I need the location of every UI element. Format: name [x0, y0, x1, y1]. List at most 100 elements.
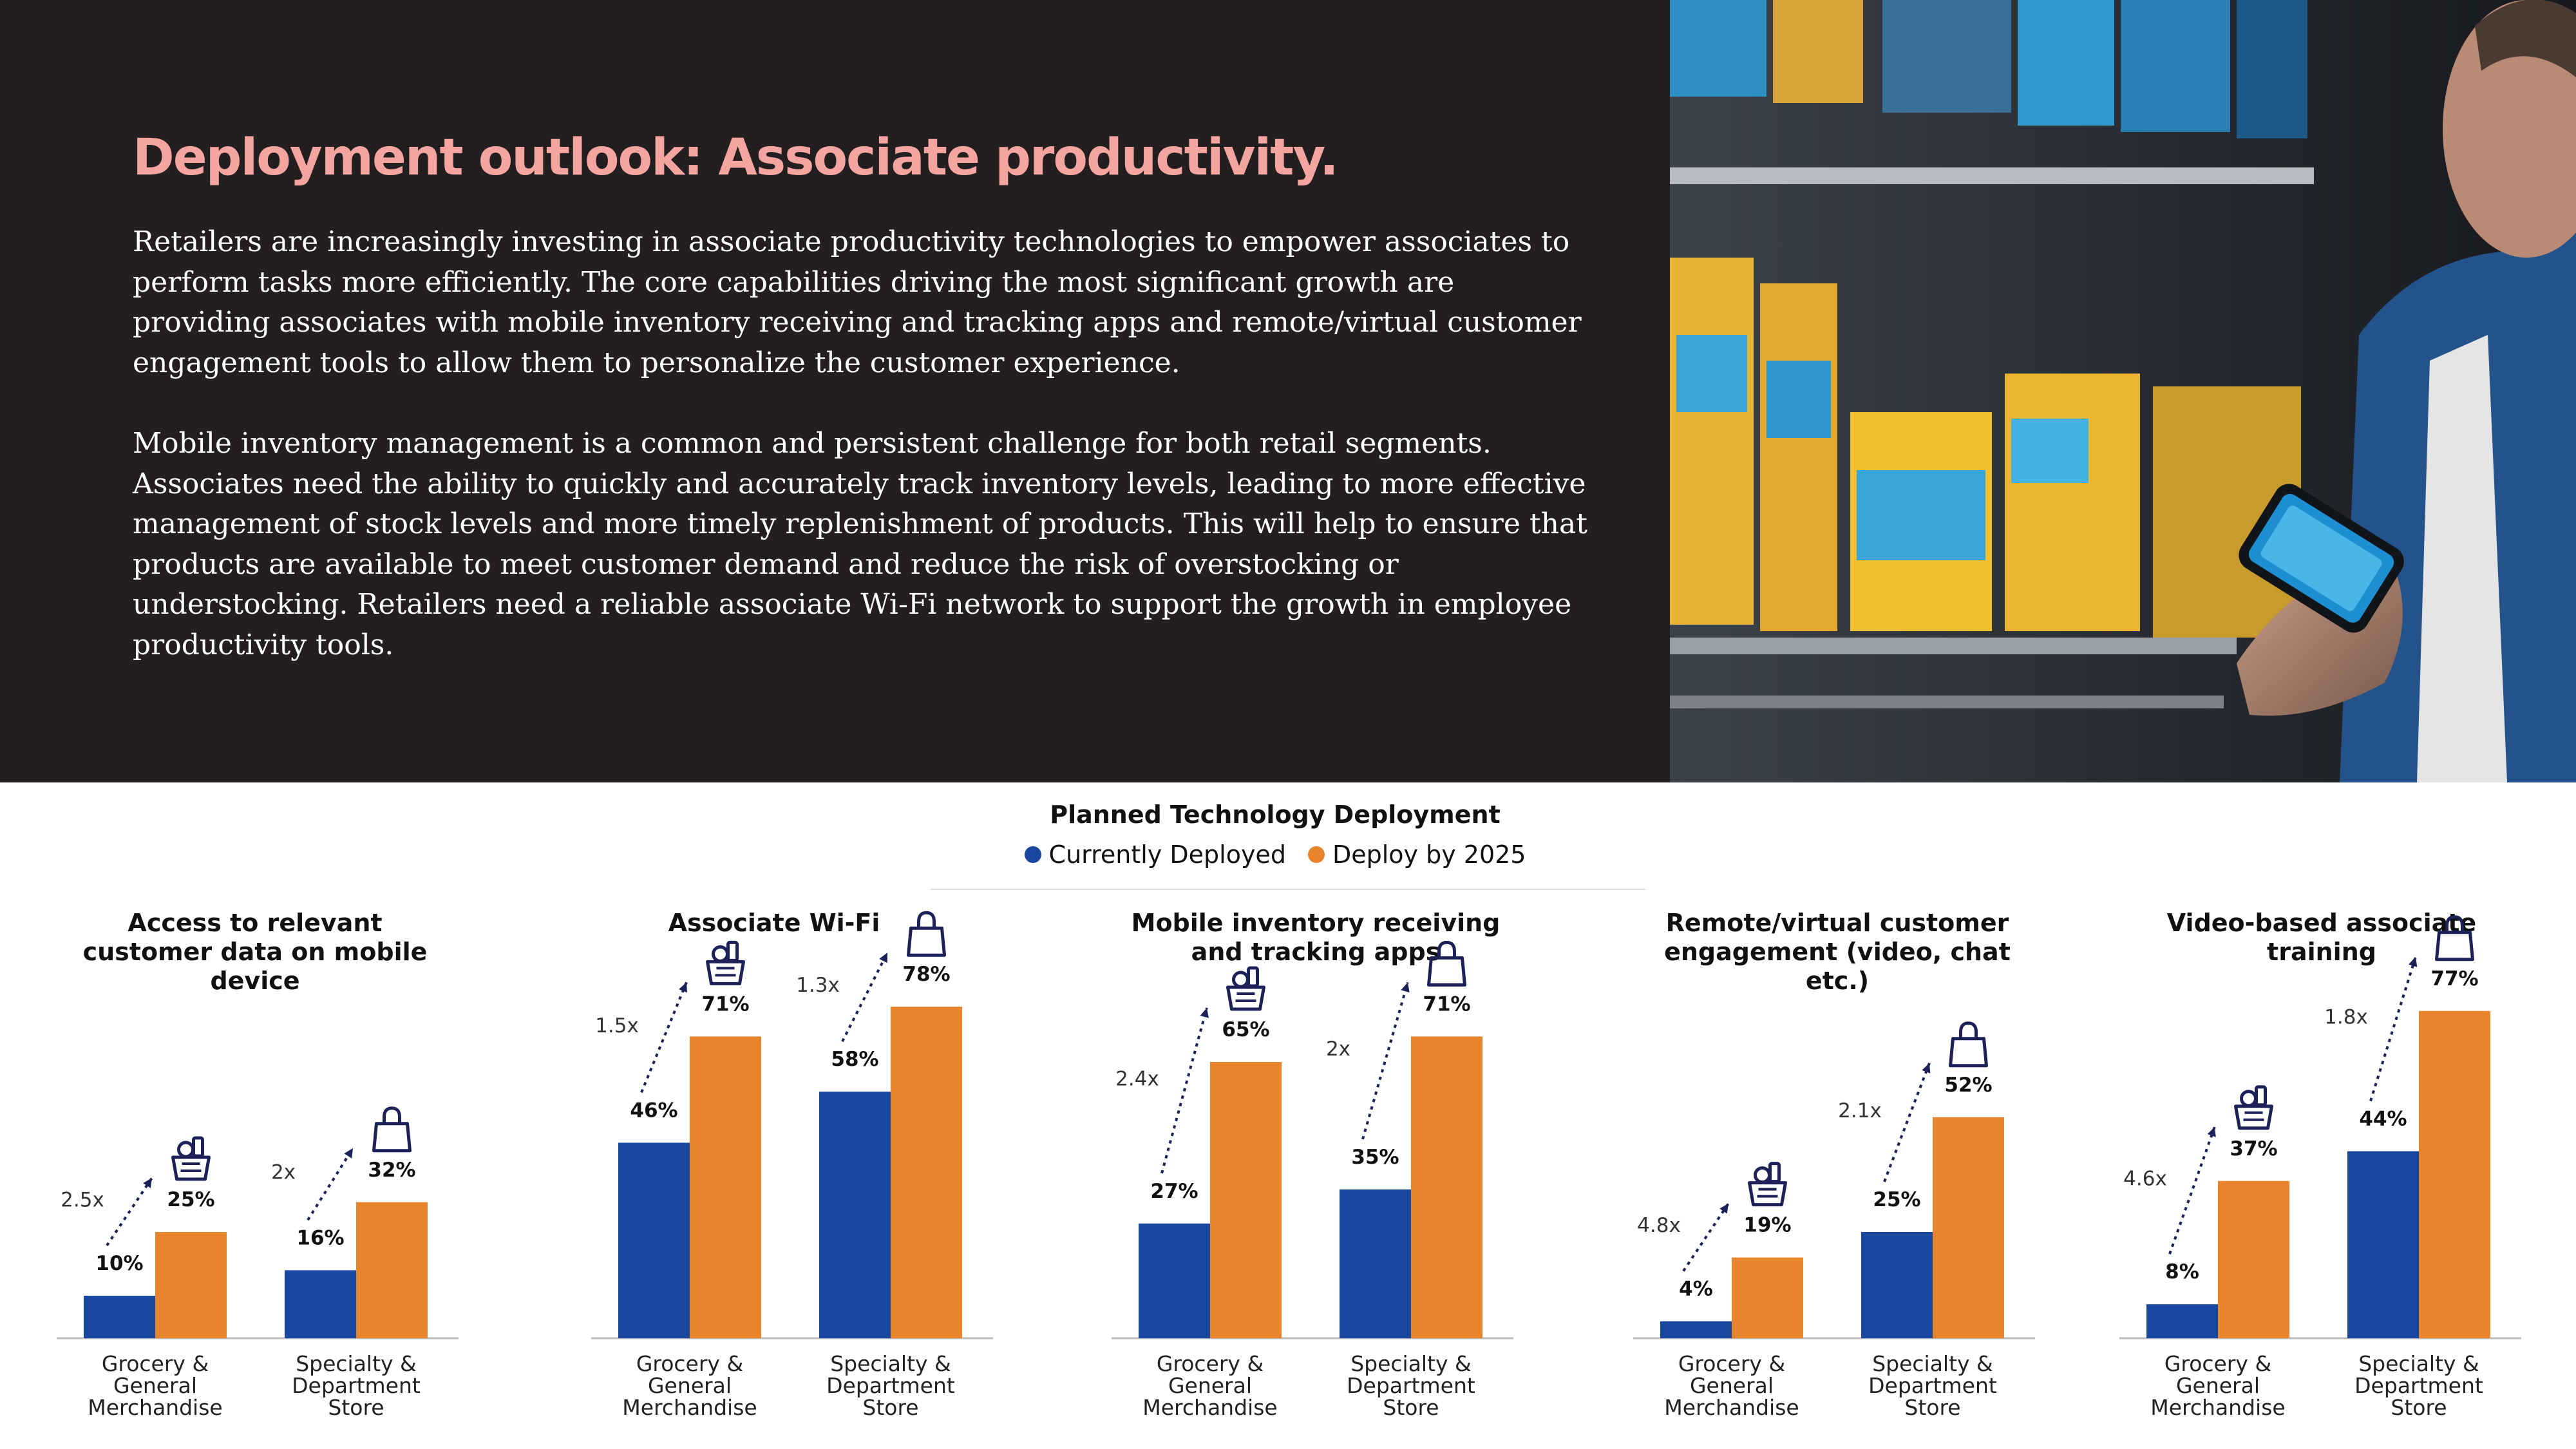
data-label: 27%	[1150, 1180, 1198, 1203]
growth-arrow-head	[143, 1178, 152, 1188]
shopping-bag-icon	[907, 911, 946, 957]
growth-multiplier: 4.8x	[1637, 1214, 1681, 1237]
data-label: 35%	[1351, 1146, 1399, 1169]
category-label: General	[113, 1373, 197, 1398]
category-label: Store	[1904, 1395, 1960, 1420]
category-label: Store	[328, 1395, 384, 1420]
growth-arrow-head	[2207, 1126, 2216, 1137]
basket-icon	[1748, 1162, 1787, 1207]
legend-item-deploy-by-2025: Deploy by 2025	[1307, 840, 1526, 869]
growth-multiplier: 1.8x	[2324, 1006, 2368, 1029]
category-label: Merchandise	[2150, 1395, 2285, 1420]
data-label: 65%	[1222, 1018, 1269, 1041]
deployment-title: Planned Technology Deployment	[1050, 800, 1501, 829]
category-label: Department	[2354, 1373, 2483, 1398]
growth-arrow-head	[1200, 1008, 1209, 1018]
data-label: 16%	[296, 1226, 344, 1249]
growth-arrow	[1361, 981, 1409, 1140]
bar-currently-deployed	[1139, 1223, 1210, 1338]
category-label: Grocery &	[1157, 1351, 1264, 1376]
bar-deploy-by-2025	[690, 1036, 761, 1338]
data-label: 8%	[2165, 1260, 2199, 1283]
chart-title: Remote/virtual customer	[1666, 909, 2009, 937]
shopping-bag-icon	[2435, 915, 2474, 961]
bar-currently-deployed	[84, 1296, 155, 1338]
chart-title: and tracking apps	[1191, 938, 1441, 966]
bar-deploy-by-2025	[1411, 1036, 1482, 1338]
growth-arrow	[1160, 1007, 1208, 1174]
growth-arrow	[2369, 956, 2417, 1102]
bar-currently-deployed	[2347, 1151, 2419, 1338]
category-label: General	[1690, 1373, 1774, 1398]
category-label: Store	[1383, 1395, 1439, 1420]
category-label: Merchandise	[622, 1395, 757, 1420]
data-label: 25%	[1873, 1188, 1920, 1211]
growth-multiplier: 2.5x	[61, 1189, 104, 1212]
data-label: 58%	[831, 1048, 878, 1071]
data-label: 46%	[630, 1099, 677, 1122]
bar-currently-deployed	[1340, 1189, 1411, 1338]
growth-arrow-head	[1719, 1203, 1728, 1214]
basket-icon	[1226, 966, 1265, 1011]
bar-deploy-by-2025	[1933, 1117, 2004, 1338]
category-label: Specialty &	[1350, 1351, 1472, 1376]
legend-swatch	[1024, 846, 1041, 863]
bar-deploy-by-2025	[1210, 1062, 1282, 1338]
chart-legend: Currently Deployed Deploy by 2025	[824, 840, 1726, 869]
data-label: 25%	[167, 1188, 214, 1211]
growth-arrow-head	[1401, 982, 1410, 993]
category-label: Merchandise	[1142, 1395, 1277, 1420]
bar-currently-deployed	[819, 1092, 891, 1338]
chart-title: device	[210, 967, 299, 995]
associate-with-smartphone-photo	[1670, 0, 2576, 782]
bar-currently-deployed	[1660, 1321, 1732, 1338]
legend-label: Currently Deployed	[1048, 840, 1286, 869]
data-label: 77%	[2430, 967, 2478, 990]
growth-arrow-head	[344, 1148, 353, 1159]
growth-arrow	[1883, 1063, 1931, 1182]
category-label: General	[648, 1373, 732, 1398]
data-label: 52%	[1944, 1074, 1992, 1097]
growth-arrow-head	[879, 952, 887, 963]
data-label: 10%	[95, 1252, 143, 1275]
bar-deploy-by-2025	[1732, 1257, 1803, 1338]
divider	[931, 889, 1645, 890]
bar-currently-deployed	[1861, 1232, 1933, 1338]
growth-arrow-head	[2409, 956, 2418, 967]
growth-arrow-head	[1922, 1063, 1931, 1074]
chart-title: engagement (video, chat	[1664, 938, 2011, 966]
bar-deploy-by-2025	[155, 1232, 227, 1338]
chart-title: Associate Wi-Fi	[668, 909, 880, 937]
data-label: 44%	[2359, 1108, 2407, 1131]
bar-currently-deployed	[2146, 1304, 2218, 1338]
category-label: General	[1168, 1373, 1252, 1398]
chart-title: etc.)	[1806, 967, 1869, 995]
legend-label: Deploy by 2025	[1332, 840, 1526, 869]
data-label: 71%	[701, 992, 749, 1016]
category-label: Department	[292, 1373, 421, 1398]
category-label: Grocery &	[2164, 1351, 2271, 1376]
category-label: Grocery &	[1678, 1351, 1785, 1376]
data-label: 37%	[2230, 1137, 2277, 1160]
chart-title: Access to relevant	[128, 909, 382, 937]
inventory-paragraph: Mobile inventory management is a common …	[133, 427, 1587, 661]
category-label: Grocery &	[102, 1351, 209, 1376]
category-label: General	[2176, 1373, 2260, 1398]
bar-currently-deployed	[285, 1270, 356, 1338]
category-label: Specialty &	[2358, 1351, 2479, 1376]
data-label: 19%	[1743, 1214, 1791, 1237]
category-label: Department	[1347, 1373, 1475, 1398]
intro-paragraph: Retailers are increasingly investing in …	[133, 225, 1582, 379]
bar-deploy-by-2025	[891, 1007, 962, 1338]
bar-deploy-by-2025	[356, 1202, 428, 1338]
category-label: Store	[862, 1395, 918, 1420]
growth-arrow	[841, 952, 889, 1043]
category-label: Grocery &	[636, 1351, 743, 1376]
chart-title: Mobile inventory receiving	[1132, 909, 1501, 937]
growth-arrow	[1682, 1202, 1730, 1272]
bar-currently-deployed	[618, 1142, 690, 1338]
